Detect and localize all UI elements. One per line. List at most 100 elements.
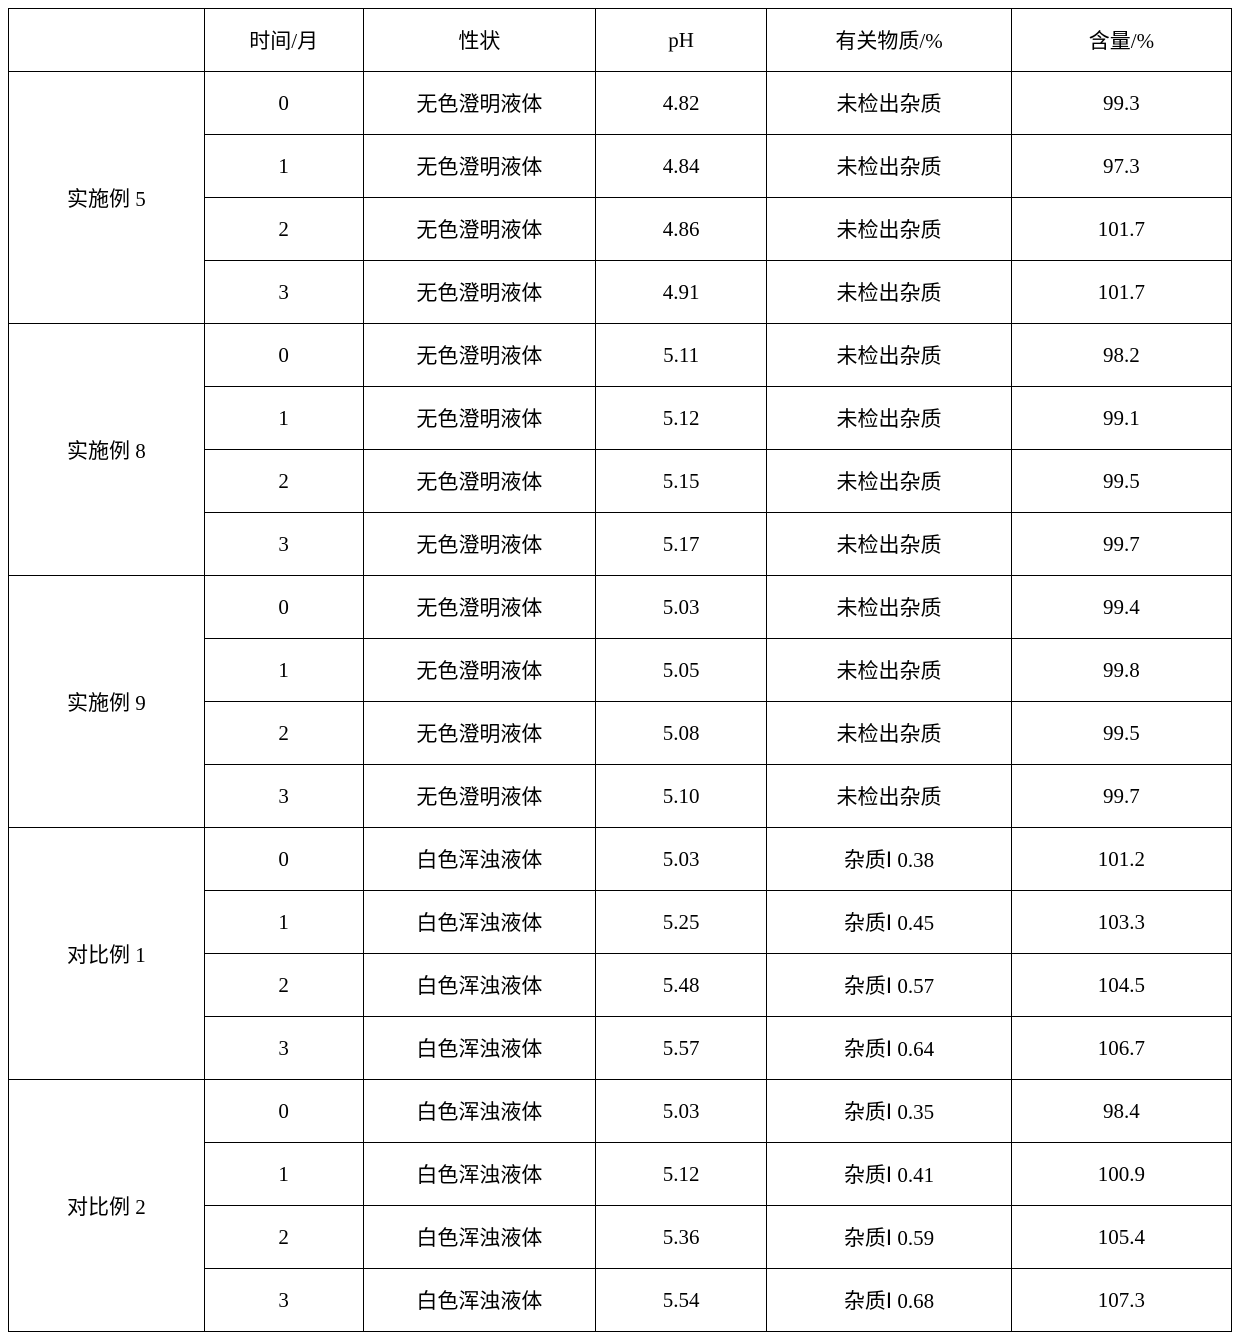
- ph-cell: 5.11: [596, 324, 767, 387]
- appearance-cell: 无色澄明液体: [363, 576, 595, 639]
- appearance-cell: 无色澄明液体: [363, 72, 595, 135]
- table-row: 实施例 90无色澄明液体5.03未检出杂质99.4: [9, 576, 1232, 639]
- substance-cell: 未检出杂质: [767, 387, 1012, 450]
- content-cell: 101.7: [1011, 261, 1231, 324]
- ph-cell: 5.36: [596, 1206, 767, 1269]
- content-cell: 99.5: [1011, 450, 1231, 513]
- header-ph: pH: [596, 9, 767, 72]
- header-substance: 有关物质/%: [767, 9, 1012, 72]
- substance-cell: 杂质Ⅰ 0.57: [767, 954, 1012, 1017]
- content-cell: 107.3: [1011, 1269, 1231, 1332]
- ph-cell: 5.08: [596, 702, 767, 765]
- header-appearance: 性状: [363, 9, 595, 72]
- appearance-cell: 无色澄明液体: [363, 450, 595, 513]
- substance-cell: 未检出杂质: [767, 324, 1012, 387]
- substance-cell: 杂质Ⅰ 0.38: [767, 828, 1012, 891]
- substance-cell: 未检出杂质: [767, 72, 1012, 135]
- ph-cell: 5.05: [596, 639, 767, 702]
- substance-cell: 杂质Ⅰ 0.68: [767, 1269, 1012, 1332]
- time-cell: 3: [204, 1269, 363, 1332]
- content-cell: 105.4: [1011, 1206, 1231, 1269]
- time-cell: 0: [204, 324, 363, 387]
- content-cell: 104.5: [1011, 954, 1231, 1017]
- content-cell: 99.1: [1011, 387, 1231, 450]
- appearance-cell: 白色浑浊液体: [363, 1017, 595, 1080]
- header-time: 时间/月: [204, 9, 363, 72]
- substance-cell: 未检出杂质: [767, 135, 1012, 198]
- time-cell: 0: [204, 1080, 363, 1143]
- header-group: [9, 9, 205, 72]
- content-cell: 99.4: [1011, 576, 1231, 639]
- time-cell: 2: [204, 1206, 363, 1269]
- content-cell: 99.3: [1011, 72, 1231, 135]
- ph-cell: 5.03: [596, 828, 767, 891]
- substance-cell: 未检出杂质: [767, 702, 1012, 765]
- content-cell: 99.7: [1011, 765, 1231, 828]
- content-cell: 101.7: [1011, 198, 1231, 261]
- time-cell: 2: [204, 450, 363, 513]
- time-cell: 2: [204, 954, 363, 1017]
- ph-cell: 5.12: [596, 387, 767, 450]
- content-cell: 101.2: [1011, 828, 1231, 891]
- substance-cell: 杂质Ⅰ 0.41: [767, 1143, 1012, 1206]
- ph-cell: 5.12: [596, 1143, 767, 1206]
- appearance-cell: 无色澄明液体: [363, 765, 595, 828]
- time-cell: 3: [204, 1017, 363, 1080]
- ph-cell: 4.82: [596, 72, 767, 135]
- substance-cell: 杂质Ⅰ 0.45: [767, 891, 1012, 954]
- substance-cell: 未检出杂质: [767, 639, 1012, 702]
- content-cell: 106.7: [1011, 1017, 1231, 1080]
- content-cell: 97.3: [1011, 135, 1231, 198]
- content-cell: 100.9: [1011, 1143, 1231, 1206]
- appearance-cell: 白色浑浊液体: [363, 1080, 595, 1143]
- group-name-cell: 实施例 9: [9, 576, 205, 828]
- group-name-cell: 实施例 5: [9, 72, 205, 324]
- ph-cell: 5.03: [596, 1080, 767, 1143]
- appearance-cell: 白色浑浊液体: [363, 1206, 595, 1269]
- appearance-cell: 白色浑浊液体: [363, 954, 595, 1017]
- ph-cell: 5.48: [596, 954, 767, 1017]
- table-header-row: 时间/月 性状 pH 有关物质/% 含量/%: [9, 9, 1232, 72]
- ph-cell: 5.10: [596, 765, 767, 828]
- content-cell: 98.2: [1011, 324, 1231, 387]
- time-cell: 1: [204, 387, 363, 450]
- content-cell: 103.3: [1011, 891, 1231, 954]
- ph-cell: 5.17: [596, 513, 767, 576]
- time-cell: 1: [204, 1143, 363, 1206]
- table-body: 实施例 50无色澄明液体4.82未检出杂质99.31无色澄明液体4.84未检出杂…: [9, 72, 1232, 1332]
- ph-cell: 4.91: [596, 261, 767, 324]
- table-row: 实施例 80无色澄明液体5.11未检出杂质98.2: [9, 324, 1232, 387]
- stability-data-table: 时间/月 性状 pH 有关物质/% 含量/% 实施例 50无色澄明液体4.82未…: [8, 8, 1232, 1332]
- group-name-cell: 实施例 8: [9, 324, 205, 576]
- substance-cell: 未检出杂质: [767, 261, 1012, 324]
- appearance-cell: 无色澄明液体: [363, 198, 595, 261]
- appearance-cell: 无色澄明液体: [363, 387, 595, 450]
- ph-cell: 5.57: [596, 1017, 767, 1080]
- time-cell: 1: [204, 135, 363, 198]
- appearance-cell: 白色浑浊液体: [363, 1269, 595, 1332]
- time-cell: 0: [204, 72, 363, 135]
- time-cell: 0: [204, 828, 363, 891]
- substance-cell: 未检出杂质: [767, 198, 1012, 261]
- time-cell: 3: [204, 261, 363, 324]
- ph-cell: 5.15: [596, 450, 767, 513]
- group-name-cell: 对比例 2: [9, 1080, 205, 1332]
- appearance-cell: 白色浑浊液体: [363, 891, 595, 954]
- content-cell: 99.5: [1011, 702, 1231, 765]
- table-row: 实施例 50无色澄明液体4.82未检出杂质99.3: [9, 72, 1232, 135]
- ph-cell: 4.84: [596, 135, 767, 198]
- appearance-cell: 无色澄明液体: [363, 639, 595, 702]
- table-row: 对比例 20白色浑浊液体5.03杂质Ⅰ 0.3598.4: [9, 1080, 1232, 1143]
- content-cell: 99.7: [1011, 513, 1231, 576]
- ph-cell: 4.86: [596, 198, 767, 261]
- ph-cell: 5.03: [596, 576, 767, 639]
- substance-cell: 未检出杂质: [767, 576, 1012, 639]
- substance-cell: 杂质Ⅰ 0.64: [767, 1017, 1012, 1080]
- content-cell: 99.8: [1011, 639, 1231, 702]
- appearance-cell: 无色澄明液体: [363, 324, 595, 387]
- time-cell: 1: [204, 891, 363, 954]
- appearance-cell: 白色浑浊液体: [363, 828, 595, 891]
- substance-cell: 杂质Ⅰ 0.59: [767, 1206, 1012, 1269]
- appearance-cell: 白色浑浊液体: [363, 1143, 595, 1206]
- header-content: 含量/%: [1011, 9, 1231, 72]
